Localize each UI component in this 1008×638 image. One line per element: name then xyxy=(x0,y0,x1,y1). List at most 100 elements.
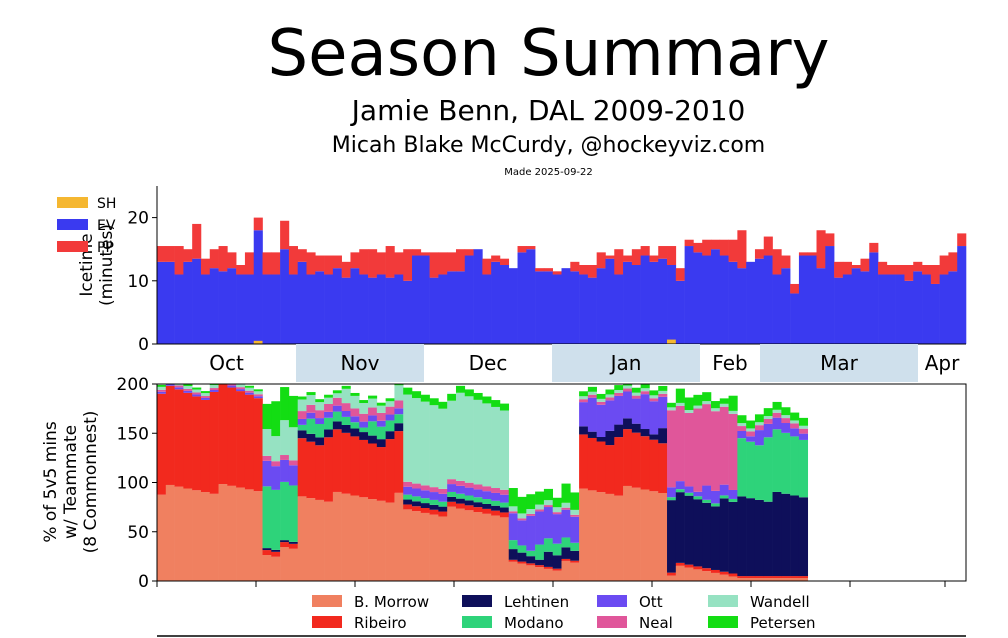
area-ott xyxy=(552,514,562,544)
area-wandell xyxy=(614,390,624,393)
bar-pp xyxy=(640,246,650,256)
area-ribeiro xyxy=(324,437,334,502)
area-wandell xyxy=(429,405,439,488)
area-neal xyxy=(649,398,659,402)
area-ribeiro xyxy=(157,393,167,495)
bar-ev xyxy=(350,268,360,344)
chart-author: Micah Blake McCurdy, @hockeyviz.com xyxy=(331,133,766,158)
bar-ev xyxy=(455,271,466,344)
area-lehtinen xyxy=(667,500,677,573)
area-lehtinen xyxy=(535,559,545,566)
area-petersen xyxy=(306,392,316,396)
bar-pp xyxy=(412,249,422,256)
bar-ev xyxy=(895,274,905,344)
area-b-morrow xyxy=(798,578,809,581)
area-petersen xyxy=(543,488,554,501)
area-wandell xyxy=(561,502,571,508)
area-modano xyxy=(385,420,395,432)
area-neal xyxy=(244,390,255,393)
month-shade xyxy=(760,344,918,382)
area-ott xyxy=(227,385,237,388)
area-modano xyxy=(368,421,378,436)
area-ribeiro xyxy=(614,437,624,496)
area-wandell xyxy=(728,410,738,414)
area-ribeiro xyxy=(350,436,360,496)
area-modano xyxy=(394,414,404,424)
area-neal xyxy=(359,413,369,422)
bar-ev xyxy=(957,246,967,344)
area-neal xyxy=(543,505,554,508)
area-wandell xyxy=(790,420,800,424)
chart-title: Season Summary xyxy=(267,17,830,91)
area-wandell xyxy=(746,428,756,432)
area-wandell xyxy=(772,409,782,413)
bar-ev xyxy=(939,274,949,344)
area-wandell xyxy=(271,436,281,462)
area-b-morrow xyxy=(288,548,298,581)
legend-label-pp: PP xyxy=(97,240,114,256)
area-lehtinen xyxy=(482,503,492,509)
area-wandell xyxy=(455,392,466,481)
bar-ev xyxy=(614,274,624,344)
area-wandell xyxy=(491,406,501,489)
bar-ev xyxy=(904,280,914,344)
area-modano xyxy=(702,499,712,503)
area-wandell xyxy=(596,398,606,402)
area-ribeiro xyxy=(570,560,580,563)
area-lehtinen xyxy=(719,498,729,572)
area-ribeiro xyxy=(438,511,448,517)
area-b-morrow xyxy=(693,569,703,581)
area-modano xyxy=(570,542,580,551)
area-lehtinen xyxy=(447,496,457,502)
area-modano xyxy=(341,416,351,425)
area-ribeiro xyxy=(693,566,703,570)
area-wandell xyxy=(341,388,351,404)
area-wandell xyxy=(737,423,747,427)
bar-ev xyxy=(623,261,633,344)
area-neal xyxy=(227,384,237,386)
area-petersen xyxy=(552,497,562,508)
area-ribeiro xyxy=(174,389,184,487)
area-petersen xyxy=(579,391,589,397)
area-b-morrow xyxy=(658,493,668,581)
area-lehtinen xyxy=(491,505,501,511)
area-modano xyxy=(359,427,369,433)
area-petersen xyxy=(420,394,430,402)
area-neal xyxy=(746,431,756,437)
bar-pp xyxy=(183,249,193,262)
month-label: Feb xyxy=(712,351,747,375)
area-modano xyxy=(447,491,457,497)
area-b-morrow xyxy=(737,578,747,581)
area-lehtinen xyxy=(614,424,624,438)
area-petersen xyxy=(684,397,694,411)
legend-swatch-sh xyxy=(57,197,88,208)
area-lehtinen xyxy=(649,434,659,440)
area-wandell xyxy=(350,395,360,409)
legend-label-wandell: Wandell xyxy=(750,593,810,611)
area-ott xyxy=(543,507,554,539)
bar-ev xyxy=(579,274,589,344)
area-wandell xyxy=(288,427,298,461)
area-modano xyxy=(798,439,809,498)
area-lehtinen xyxy=(288,541,298,544)
y-axis-label: % of 5v5 minsw/ Teammate(8 Commonnest) xyxy=(41,411,101,554)
area-ott xyxy=(605,400,615,431)
area-petersen xyxy=(772,401,782,410)
bar-pp xyxy=(737,230,747,269)
area-neal xyxy=(464,482,474,488)
bar-pp xyxy=(324,255,334,275)
area-neal xyxy=(684,412,694,487)
area-lehtinen xyxy=(412,501,422,507)
legend-label-neal: Neal xyxy=(639,614,673,632)
bar-pp xyxy=(719,239,729,256)
area-neal xyxy=(200,396,211,398)
area-b-morrow xyxy=(420,512,430,581)
area-wandell xyxy=(332,393,342,398)
area-petersen xyxy=(614,385,624,391)
area-b-morrow xyxy=(508,561,518,581)
area-petersen xyxy=(350,392,360,396)
bar-ev xyxy=(174,274,184,344)
bar-ev xyxy=(280,249,290,344)
bar-pp xyxy=(464,249,474,256)
bar-pp xyxy=(922,265,932,275)
